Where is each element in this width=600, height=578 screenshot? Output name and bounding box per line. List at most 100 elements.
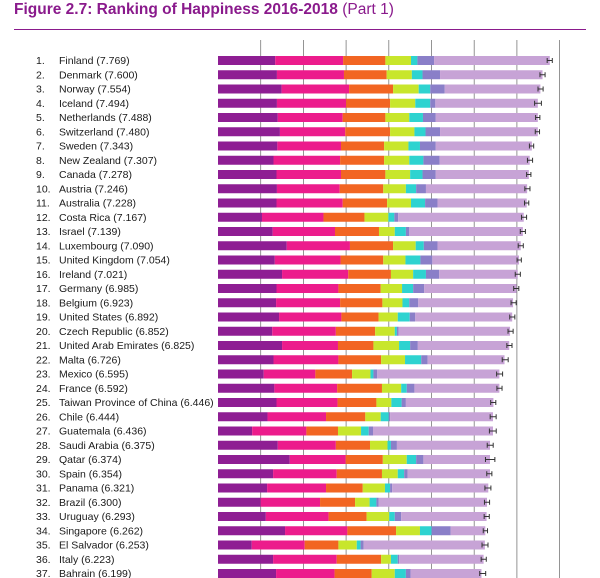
bar-segment	[394, 227, 406, 236]
bar-segment	[414, 383, 500, 393]
bar-segment	[399, 554, 484, 564]
bar-segment	[347, 526, 397, 536]
bar-segment	[416, 184, 426, 194]
bar-segment	[409, 155, 424, 165]
bar-segment	[304, 540, 339, 550]
country-label: Singapore (6.262)	[59, 525, 143, 537]
bar-segment	[276, 398, 338, 407]
bar-segment	[343, 70, 387, 80]
bar-segment	[218, 56, 276, 65]
bar-segment	[218, 526, 286, 536]
bar-segment	[422, 70, 441, 80]
bar-segment	[381, 554, 391, 564]
bar-segment	[218, 497, 261, 507]
bar-segment	[289, 455, 346, 464]
bar-segment	[337, 383, 382, 393]
bar-segment	[282, 269, 349, 279]
bar-segment	[306, 426, 338, 436]
rank-label: 8.	[36, 155, 45, 167]
bar-segment	[274, 255, 341, 265]
bar-segment	[378, 497, 488, 507]
bar-segment	[218, 298, 277, 308]
bar-segment	[430, 98, 436, 108]
bar-segment	[345, 127, 391, 137]
bar-segment	[364, 212, 389, 222]
bar-segment	[384, 141, 409, 151]
bar-segment	[218, 155, 274, 165]
bar-segment	[401, 383, 407, 393]
bar-segment	[371, 569, 395, 578]
bar-segment	[437, 198, 527, 208]
rank-label: 12.	[36, 212, 51, 224]
bar-segment	[320, 497, 356, 507]
country-label: Canada (7.278)	[59, 169, 132, 181]
bar-segment	[286, 241, 350, 251]
bar-segment	[276, 170, 341, 179]
bar-segment	[440, 127, 538, 137]
country-label: New Zealand (7.307)	[59, 155, 157, 167]
bar-segment	[265, 512, 329, 521]
bar-segment	[218, 284, 277, 293]
bar-segment	[340, 141, 385, 151]
bar-segment	[411, 56, 418, 65]
bar-segment	[439, 269, 518, 279]
bar-segment	[338, 284, 381, 293]
bar-segment	[418, 84, 431, 94]
rank-label: 35.	[36, 540, 51, 552]
bar-segment	[273, 554, 337, 564]
bar-segment	[366, 512, 390, 521]
rank-label: 6.	[36, 126, 45, 138]
bar-segment	[411, 198, 426, 208]
bar-segment	[380, 284, 403, 293]
bar-segment	[437, 241, 521, 251]
country-label: Taiwan Province of China (6.446)	[59, 397, 214, 409]
bar-segment	[390, 269, 414, 279]
bar-segment	[378, 227, 395, 236]
bar-segment	[416, 455, 424, 464]
rank-label: 32.	[36, 497, 51, 509]
bar-segment	[409, 113, 423, 122]
rank-label: 14.	[36, 240, 51, 252]
bar-segment	[218, 440, 278, 450]
bar-segment	[384, 483, 391, 493]
bar-segment	[410, 170, 423, 179]
bar-segment	[326, 483, 363, 493]
bar-segment	[401, 512, 487, 521]
bar-segment	[382, 455, 407, 464]
bar-segment	[415, 312, 513, 322]
bar-segment	[279, 312, 342, 322]
bar-segment	[410, 341, 418, 350]
bar-segment	[343, 56, 386, 65]
bar-segment	[340, 255, 384, 265]
country-label: Israel (7.139)	[59, 226, 121, 238]
bar-segment	[450, 526, 486, 536]
bar-segment	[405, 569, 411, 578]
bar-segment	[340, 298, 383, 308]
country-label: Finland (7.769)	[59, 55, 130, 67]
bar-segment	[335, 440, 371, 450]
bar-segment	[336, 469, 382, 479]
bar-segment	[390, 98, 416, 108]
rank-label: 37.	[36, 568, 51, 578]
bar-segment	[394, 212, 399, 222]
rank-label: 5.	[36, 112, 45, 124]
bar-segment	[435, 98, 538, 108]
country-label: Ireland (7.021)	[59, 269, 127, 281]
country-label: Malta (6.726)	[59, 354, 121, 366]
bar-segment	[431, 526, 451, 536]
row-labels: 1. Finland (7.769) 2. Denmark (7.600) 3. Norw…	[36, 55, 214, 578]
bar-segment	[218, 569, 277, 578]
bar-segment	[424, 284, 517, 293]
bar-segment	[410, 569, 482, 578]
rank-label: 19.	[36, 312, 51, 324]
bar-segment	[385, 170, 411, 179]
bar-segment	[406, 455, 417, 464]
bar-segment	[394, 512, 402, 521]
country-label: Italy (6.223)	[59, 554, 114, 566]
bar-segment	[383, 255, 406, 265]
bar-segment	[414, 127, 426, 137]
bar-segment	[252, 426, 307, 436]
bar-segment	[342, 113, 386, 122]
bar-segment	[261, 212, 324, 222]
bar-segment	[385, 56, 412, 65]
